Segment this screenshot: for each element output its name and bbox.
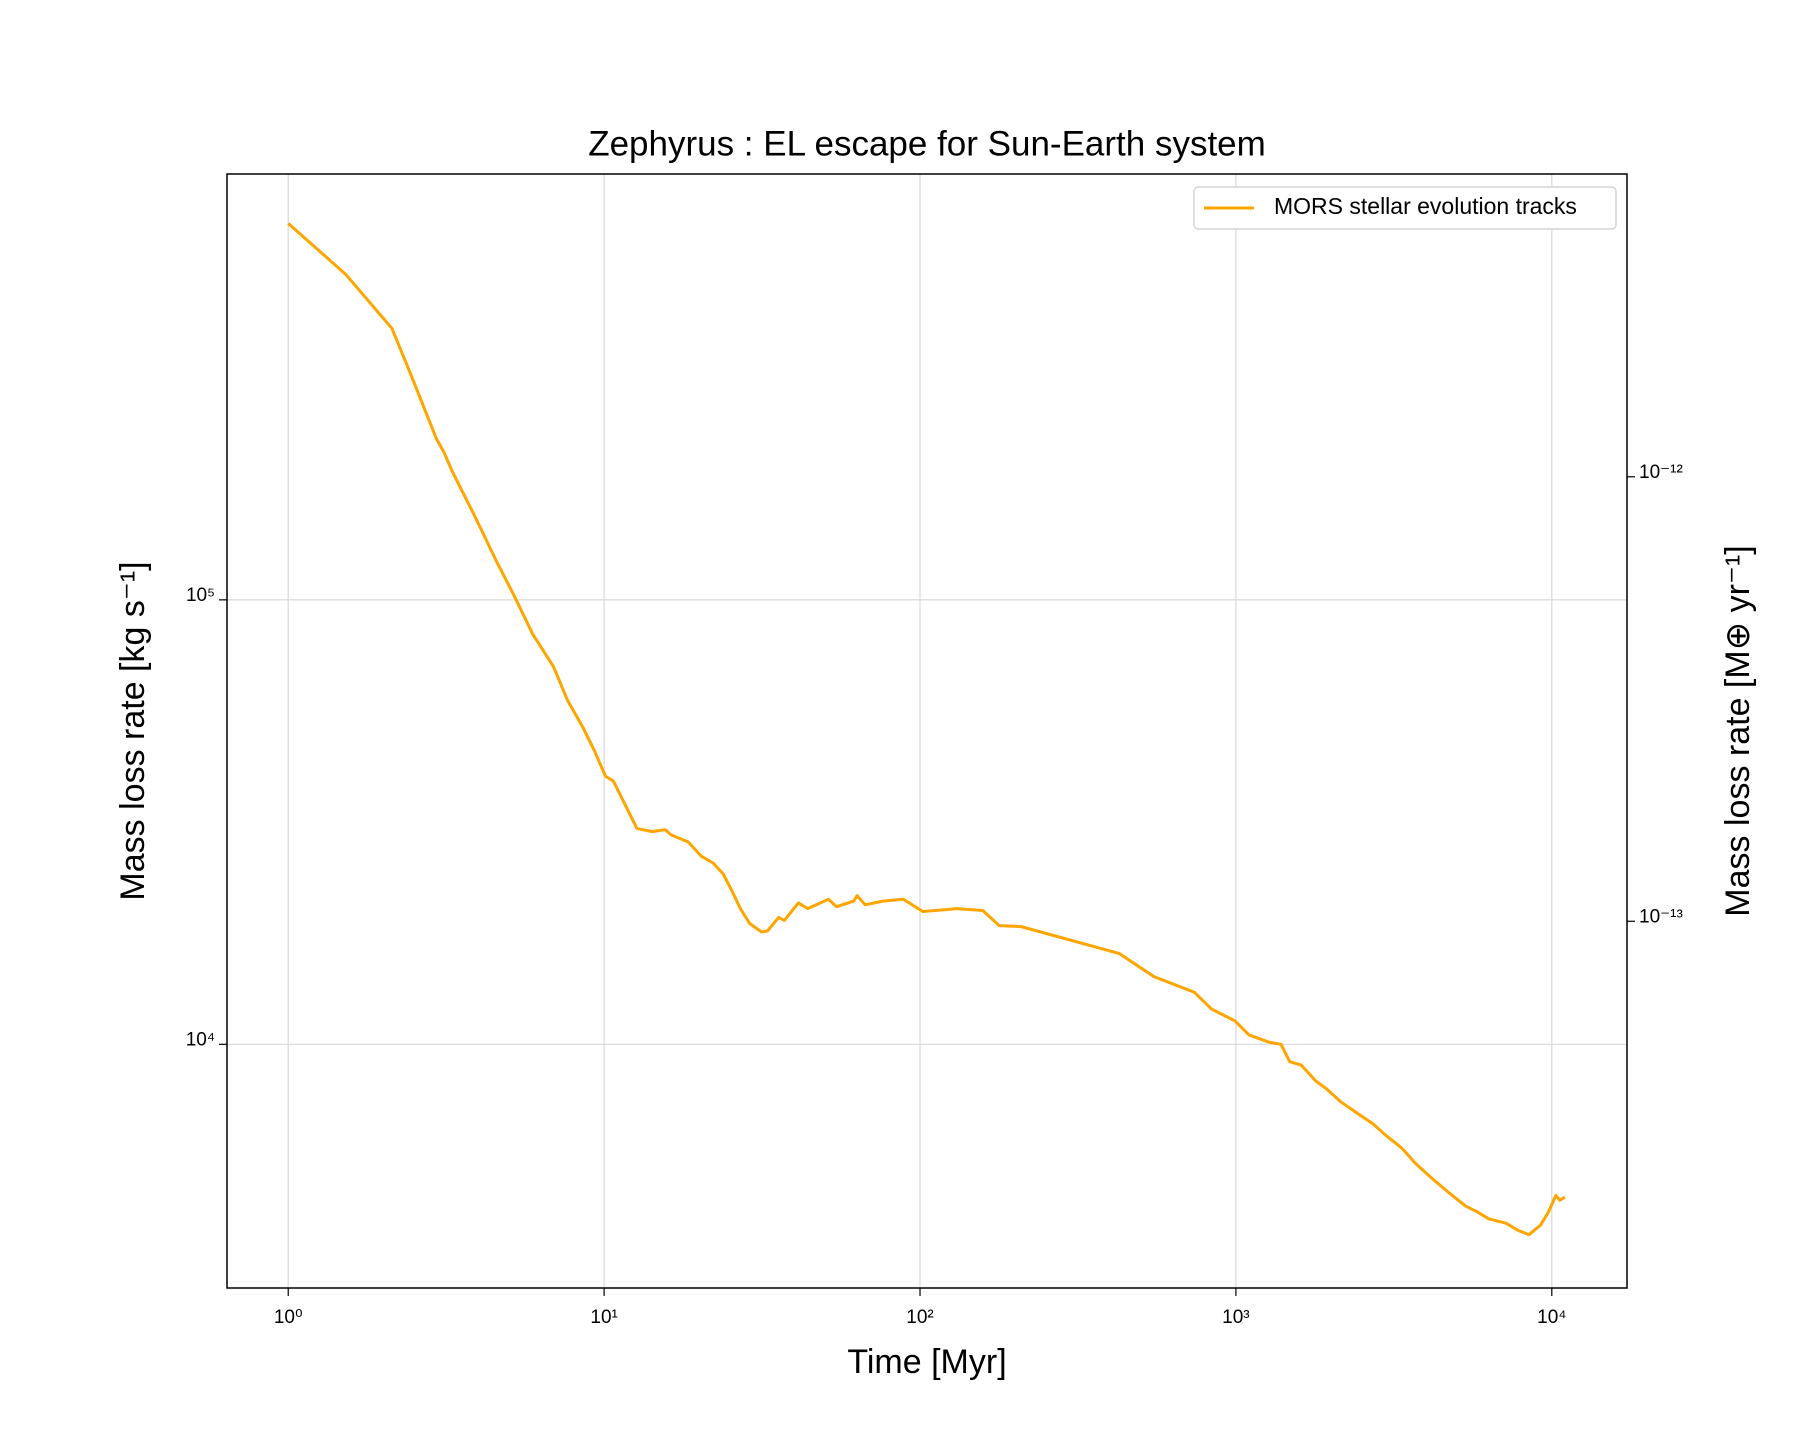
y2-tick-label: 10⁻¹³ xyxy=(1639,906,1683,927)
plot-frame xyxy=(226,173,1628,1289)
x-tick-label: 10² xyxy=(906,1307,933,1328)
chart-title: Zephyrus : EL escape for Sun-Earth syste… xyxy=(588,124,1266,163)
x-axis-label: Time [Myr] xyxy=(847,1343,1006,1381)
data-line xyxy=(287,222,1566,1237)
y2-axis-label: Mass loss rate [M⊕ yr⁻¹] xyxy=(1719,545,1757,916)
x-tick-label: 10⁴ xyxy=(1537,1307,1566,1328)
y-tick-label: 10⁴ xyxy=(186,1029,215,1050)
y-axis-label: Mass loss rate [kg s⁻¹] xyxy=(114,561,152,900)
legend-label: MORS stellar evolution tracks xyxy=(1274,193,1577,219)
legend-box xyxy=(1193,186,1617,230)
x-tick-label: 10⁰ xyxy=(274,1307,303,1328)
x-tick-label: 10¹ xyxy=(590,1307,617,1328)
y-tick-label: 10⁵ xyxy=(186,585,215,606)
y2-tick-label: 10⁻¹² xyxy=(1639,462,1683,483)
x-tick-label: 10³ xyxy=(1222,1307,1249,1328)
